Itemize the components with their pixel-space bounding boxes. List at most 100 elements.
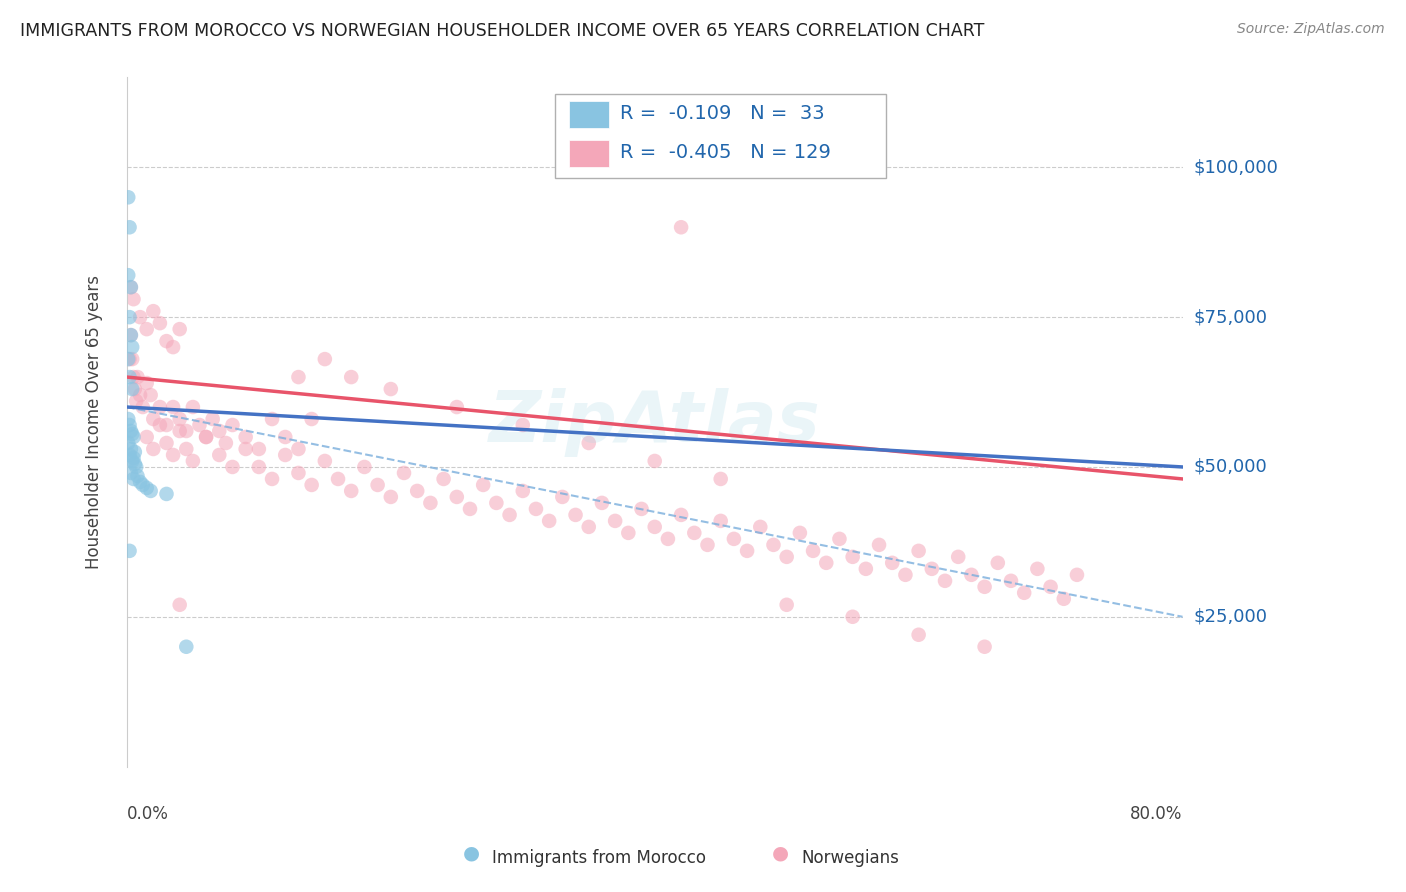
Point xyxy=(155,334,177,348)
Point xyxy=(135,376,157,390)
Point xyxy=(960,567,983,582)
Point xyxy=(841,609,863,624)
Point xyxy=(1026,562,1049,576)
Point xyxy=(122,292,145,306)
Point xyxy=(132,400,155,414)
Point xyxy=(117,268,139,283)
Point xyxy=(174,424,197,438)
Point xyxy=(120,328,142,343)
Point xyxy=(274,430,297,444)
Point xyxy=(162,400,184,414)
Text: $100,000: $100,000 xyxy=(1194,158,1278,177)
Point xyxy=(669,508,692,522)
Point xyxy=(578,520,600,534)
Text: 80.0%: 80.0% xyxy=(1130,805,1182,823)
Point xyxy=(1012,586,1035,600)
Point xyxy=(135,481,157,495)
Text: IMMIGRANTS FROM MOROCCO VS NORWEGIAN HOUSEHOLDER INCOME OVER 65 YEARS CORRELATIO: IMMIGRANTS FROM MOROCCO VS NORWEGIAN HOU… xyxy=(20,22,984,40)
Point xyxy=(122,450,145,465)
Point xyxy=(578,436,600,450)
Point xyxy=(894,567,917,582)
Text: R =  -0.405   N = 129: R = -0.405 N = 129 xyxy=(620,143,831,162)
Point xyxy=(1000,574,1022,588)
Point xyxy=(125,394,148,409)
Point xyxy=(433,472,456,486)
Point xyxy=(120,328,142,343)
Point xyxy=(124,445,146,459)
Point xyxy=(118,370,141,384)
Point xyxy=(117,412,139,426)
Point xyxy=(139,483,162,498)
Point xyxy=(142,304,165,318)
Point xyxy=(458,502,481,516)
Point xyxy=(155,487,177,501)
Point xyxy=(169,322,191,336)
Point xyxy=(644,520,666,534)
Point xyxy=(120,424,142,438)
Point xyxy=(789,525,811,540)
Point xyxy=(683,525,706,540)
Text: $50,000: $50,000 xyxy=(1194,458,1267,476)
Point xyxy=(762,538,785,552)
Point xyxy=(139,388,162,402)
Point xyxy=(710,514,733,528)
Point xyxy=(973,580,995,594)
Point xyxy=(723,532,745,546)
Point xyxy=(815,556,838,570)
Point xyxy=(260,412,283,426)
Point xyxy=(380,490,402,504)
Point xyxy=(118,544,141,558)
Text: ●: ● xyxy=(463,843,479,862)
Point xyxy=(122,430,145,444)
Point xyxy=(868,538,890,552)
Point xyxy=(735,544,758,558)
Point xyxy=(392,466,415,480)
Point xyxy=(446,490,468,504)
Point xyxy=(301,412,323,426)
Text: Source: ZipAtlas.com: Source: ZipAtlas.com xyxy=(1237,22,1385,37)
Y-axis label: Householder Income Over 65 years: Householder Income Over 65 years xyxy=(86,275,103,569)
Point xyxy=(973,640,995,654)
Point xyxy=(195,430,218,444)
Point xyxy=(149,417,172,432)
Point xyxy=(149,316,172,330)
Point xyxy=(287,442,309,456)
Text: Immigrants from Morocco: Immigrants from Morocco xyxy=(492,849,706,867)
Point xyxy=(118,417,141,432)
Point xyxy=(142,442,165,456)
Point xyxy=(591,496,613,510)
Point xyxy=(169,412,191,426)
Point xyxy=(828,532,851,546)
Text: ZipAtlas: ZipAtlas xyxy=(489,387,821,457)
Point xyxy=(129,475,152,489)
Point xyxy=(710,472,733,486)
Point xyxy=(118,310,141,325)
Point xyxy=(235,442,257,456)
Point xyxy=(419,496,441,510)
Point xyxy=(118,220,141,235)
Point xyxy=(314,454,336,468)
Point xyxy=(617,525,640,540)
Point xyxy=(174,442,197,456)
Point xyxy=(326,472,349,486)
Point xyxy=(301,478,323,492)
Point xyxy=(605,514,627,528)
Point xyxy=(120,280,142,294)
Point xyxy=(512,417,534,432)
Point xyxy=(1039,580,1062,594)
Point xyxy=(340,370,363,384)
Text: 0.0%: 0.0% xyxy=(127,805,169,823)
Point xyxy=(498,508,520,522)
Point xyxy=(215,436,238,450)
Text: Norwegians: Norwegians xyxy=(801,849,900,867)
Point xyxy=(162,448,184,462)
Point xyxy=(367,478,389,492)
Point xyxy=(630,502,652,516)
Point xyxy=(538,514,561,528)
Point xyxy=(921,562,943,576)
Point xyxy=(380,382,402,396)
Point xyxy=(987,556,1010,570)
Point xyxy=(235,430,257,444)
Point xyxy=(340,483,363,498)
Point xyxy=(135,430,157,444)
